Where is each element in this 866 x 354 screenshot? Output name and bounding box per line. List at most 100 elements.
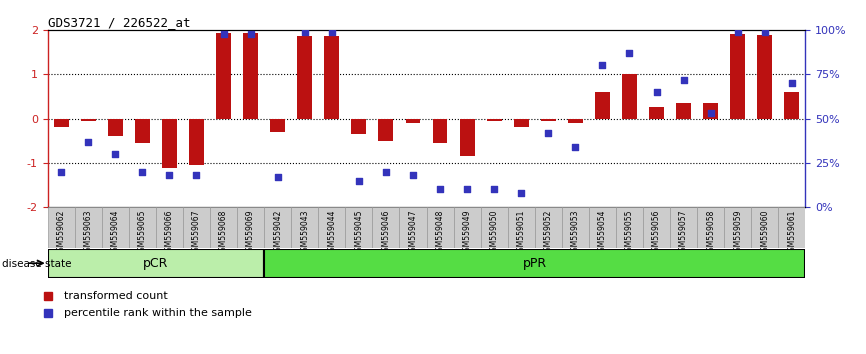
Text: GSM559057: GSM559057 — [679, 209, 688, 256]
Bar — [270, 119, 285, 132]
Text: GSM559056: GSM559056 — [652, 209, 661, 256]
Point — [676, 77, 690, 82]
Text: GSM559049: GSM559049 — [462, 209, 472, 256]
Bar — [405, 119, 420, 123]
Bar — [264, 249, 805, 278]
Text: GSM559063: GSM559063 — [84, 209, 93, 256]
Bar — [785, 92, 799, 119]
Text: GSM559061: GSM559061 — [787, 209, 797, 256]
Bar — [319, 207, 346, 248]
Bar — [426, 207, 454, 248]
Bar — [595, 92, 610, 119]
Bar — [162, 119, 177, 168]
Point — [135, 169, 149, 175]
Point — [785, 80, 798, 86]
Text: GSM559051: GSM559051 — [517, 209, 526, 256]
Bar — [758, 34, 772, 119]
Bar — [460, 119, 475, 156]
Bar — [514, 119, 528, 127]
Bar — [616, 207, 643, 248]
Bar — [697, 207, 724, 248]
Point — [460, 187, 474, 192]
Text: disease state: disease state — [2, 259, 71, 269]
Point — [596, 63, 610, 68]
Point — [108, 151, 122, 157]
Bar — [676, 103, 691, 119]
Bar — [568, 119, 583, 123]
Text: pPR: pPR — [523, 257, 546, 270]
Bar — [378, 119, 393, 141]
Text: GSM559043: GSM559043 — [301, 209, 309, 256]
Point — [81, 139, 95, 144]
Bar — [81, 119, 95, 121]
Bar — [48, 249, 264, 278]
Point — [488, 187, 501, 192]
Point — [190, 172, 204, 178]
Point — [514, 190, 528, 196]
Point — [298, 29, 312, 35]
Bar — [129, 207, 156, 248]
Text: transformed count: transformed count — [64, 291, 168, 301]
Text: GSM559062: GSM559062 — [56, 209, 66, 256]
Point — [406, 172, 420, 178]
Bar — [751, 207, 779, 248]
Bar — [487, 119, 501, 121]
Point — [541, 130, 555, 136]
Bar — [243, 33, 258, 119]
Point — [758, 29, 772, 35]
Text: GSM559047: GSM559047 — [409, 209, 417, 256]
Point — [379, 169, 393, 175]
Bar — [291, 207, 319, 248]
Bar — [264, 207, 291, 248]
Bar — [135, 119, 150, 143]
Text: GSM559067: GSM559067 — [192, 209, 201, 256]
Bar — [562, 207, 589, 248]
Bar — [724, 207, 751, 248]
Bar — [454, 207, 481, 248]
Text: GSM559048: GSM559048 — [436, 209, 444, 256]
Text: GSM559068: GSM559068 — [219, 209, 228, 256]
Bar — [189, 119, 204, 165]
Text: GSM559055: GSM559055 — [625, 209, 634, 256]
Bar — [325, 36, 339, 119]
Bar — [534, 207, 562, 248]
Point — [55, 169, 68, 175]
Text: GSM559046: GSM559046 — [381, 209, 391, 256]
Bar — [297, 36, 312, 119]
Bar — [108, 119, 123, 136]
Bar — [703, 103, 718, 119]
Point — [163, 172, 177, 178]
Bar — [650, 107, 664, 119]
Point — [623, 50, 637, 56]
Bar — [216, 33, 231, 119]
Bar — [481, 207, 507, 248]
Bar — [643, 207, 670, 248]
Bar — [622, 74, 637, 119]
Bar — [352, 119, 366, 134]
Point — [731, 29, 745, 35]
Bar — [54, 119, 68, 127]
Point — [271, 174, 285, 180]
Text: GSM559045: GSM559045 — [354, 209, 364, 256]
Text: GSM559050: GSM559050 — [489, 209, 499, 256]
Text: GSM559065: GSM559065 — [138, 209, 147, 256]
Bar — [74, 207, 102, 248]
Bar — [399, 207, 426, 248]
Bar — [779, 207, 805, 248]
Point — [568, 144, 582, 150]
Text: GSM559053: GSM559053 — [571, 209, 580, 256]
Bar — [237, 207, 264, 248]
Text: GSM559058: GSM559058 — [706, 209, 715, 256]
Bar — [589, 207, 616, 248]
Text: GSM559044: GSM559044 — [327, 209, 336, 256]
Text: GSM559060: GSM559060 — [760, 209, 769, 256]
Bar — [156, 207, 183, 248]
Point — [650, 89, 663, 95]
Bar — [730, 34, 745, 119]
Bar — [48, 207, 74, 248]
Text: GSM559066: GSM559066 — [165, 209, 174, 256]
Point — [704, 110, 718, 116]
Text: GSM559064: GSM559064 — [111, 209, 120, 256]
Text: pCR: pCR — [143, 257, 169, 270]
Bar — [372, 207, 399, 248]
